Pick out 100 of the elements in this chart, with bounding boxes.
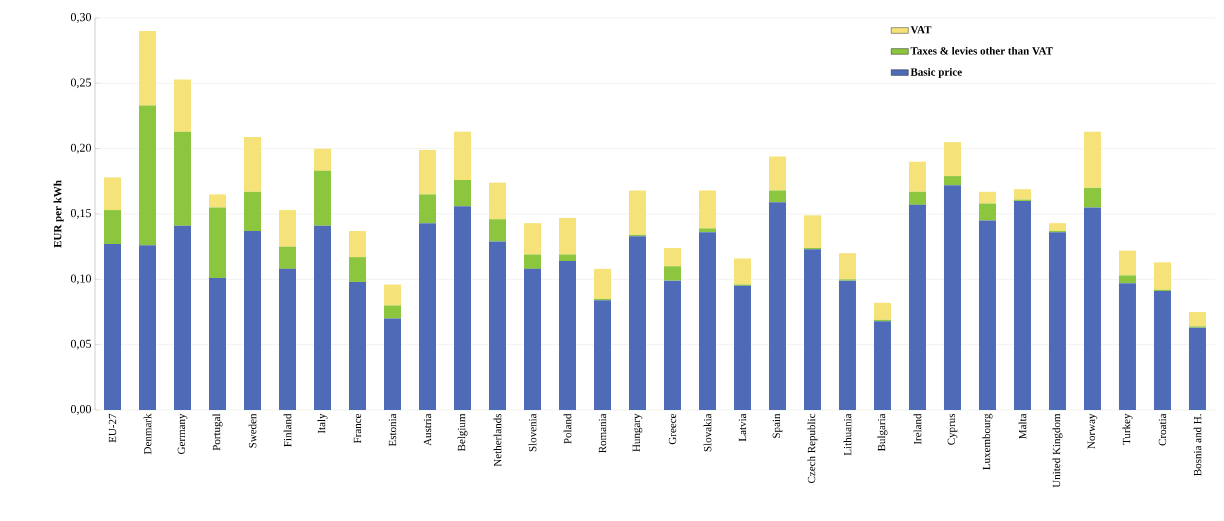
y-tick-label: 0,00 [70, 405, 92, 415]
x-tick-label: Croatia [1158, 413, 1167, 446]
bar [384, 284, 401, 306]
bar [244, 136, 262, 192]
y-tick-label: 0,15 [70, 209, 92, 219]
bar [104, 244, 122, 410]
x-tick-label: Bulgaria [877, 413, 888, 452]
bar [873, 321, 891, 410]
bar [768, 156, 786, 191]
bar [279, 210, 297, 247]
bar [174, 225, 192, 410]
x-tick-label: Lithuania [843, 413, 852, 456]
x-tick-label: Turkey [1122, 413, 1133, 445]
bar [1118, 275, 1136, 284]
x-tick-label: Portugal [212, 413, 223, 451]
x-tick-label: Malta [1018, 413, 1027, 439]
x-tick-label: Belgium [457, 413, 468, 452]
x-tick-label: France [353, 413, 362, 444]
bar [209, 194, 227, 208]
bar [209, 207, 227, 279]
x-tick-label: Poland [563, 413, 572, 444]
x-tick-label: Sweden [248, 413, 257, 448]
bar [698, 232, 716, 410]
bar [628, 190, 646, 235]
bar [663, 266, 681, 281]
bar [838, 280, 856, 410]
bar [419, 194, 436, 224]
bar [489, 219, 506, 242]
bar [314, 148, 331, 171]
legend-label: Taxes & levies other than VAT [910, 46, 1053, 55]
bar [139, 245, 157, 410]
bar [454, 206, 471, 410]
bar [279, 246, 297, 269]
bar [244, 230, 262, 410]
bar [838, 253, 856, 280]
x-tick-label: Slovakia [703, 413, 712, 452]
bar [104, 210, 122, 245]
bar [489, 241, 506, 410]
bar [943, 142, 961, 177]
bar [943, 185, 961, 410]
bar [1083, 187, 1101, 208]
bar [663, 280, 681, 410]
bar [524, 254, 541, 269]
bar [628, 236, 646, 410]
bar [1013, 200, 1031, 410]
bar [1048, 223, 1066, 231]
bar [454, 131, 471, 181]
y-tick-label: 0,10 [70, 274, 92, 285]
bar [244, 191, 262, 231]
y-tick-label: 0,25 [70, 78, 92, 89]
bar [978, 203, 996, 221]
y-tick-label: 0,05 [70, 339, 92, 350]
bar [314, 170, 331, 226]
bar [908, 191, 926, 205]
x-tick-label: Luxembourg [982, 413, 993, 470]
bar [349, 230, 366, 258]
bar [419, 149, 436, 195]
bar [1083, 131, 1101, 188]
bar [209, 278, 227, 410]
bar [908, 204, 926, 410]
bar [1048, 232, 1066, 410]
bar [489, 182, 506, 220]
bar [733, 285, 751, 410]
x-tick-label: Greece [668, 413, 677, 445]
bar [524, 223, 541, 255]
x-tick-label: Latvia [738, 413, 747, 442]
bar [663, 247, 681, 267]
x-tick-label: Denmark [143, 413, 152, 455]
bar [698, 190, 716, 229]
x-tick-label: Hungary [632, 413, 643, 452]
y-tick-label: 0,30 [70, 13, 92, 23]
x-tick-label: EU-27 [108, 413, 117, 443]
legend-label: Basic price [910, 68, 962, 78]
bar [524, 268, 541, 410]
x-tick-label: Netherlands [493, 413, 502, 467]
x-tick-label: Cyprus [947, 413, 958, 445]
bar [733, 258, 751, 285]
bar [873, 302, 891, 320]
bar [768, 190, 786, 203]
x-tick-label: Finland [283, 413, 292, 447]
x-tick-label: Spain [772, 413, 783, 438]
bar [803, 249, 821, 410]
x-tick-label: Germany [177, 413, 188, 454]
x-tick-label: Romania [598, 413, 607, 453]
bar [978, 191, 996, 204]
x-tick-label: Slovenia [528, 413, 537, 452]
bar [174, 79, 192, 132]
bar [978, 220, 996, 410]
bar [698, 228, 716, 233]
bar [1013, 189, 1031, 200]
bar [104, 177, 122, 211]
x-tick-label: Italy [317, 413, 328, 434]
y-tick-label: 0,20 [70, 143, 92, 154]
bar [314, 225, 331, 410]
bar [349, 257, 366, 282]
bar [558, 254, 576, 262]
bar [593, 300, 611, 410]
bar [593, 268, 611, 299]
y-axis-title: EUR per kWh [53, 180, 64, 248]
bar [943, 176, 961, 186]
